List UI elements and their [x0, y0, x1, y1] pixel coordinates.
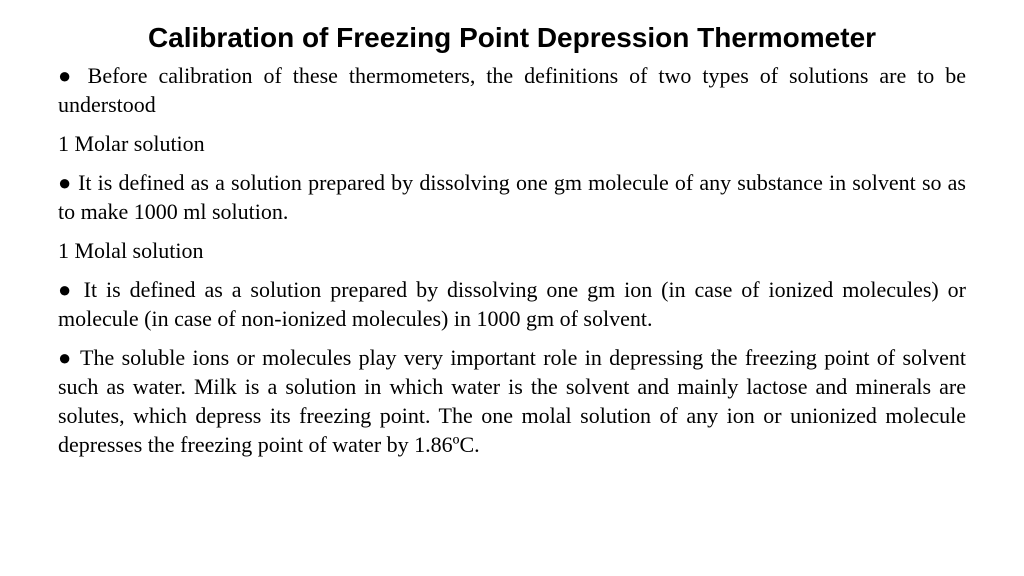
intro-paragraph: ● Before calibration of these thermomete… — [58, 61, 966, 119]
page-title: Calibration of Freezing Point Depression… — [58, 20, 966, 55]
document-page: Calibration of Freezing Point Depression… — [0, 0, 1024, 459]
molal-definition: ● It is defined as a solution prepared b… — [58, 275, 966, 333]
molar-definition: ● It is defined as a solution prepared b… — [58, 168, 966, 226]
molal-label: 1 Molal solution — [58, 236, 966, 265]
molar-label: 1 Molar solution — [58, 129, 966, 158]
explanation-paragraph: ● The soluble ions or molecules play ver… — [58, 343, 966, 459]
